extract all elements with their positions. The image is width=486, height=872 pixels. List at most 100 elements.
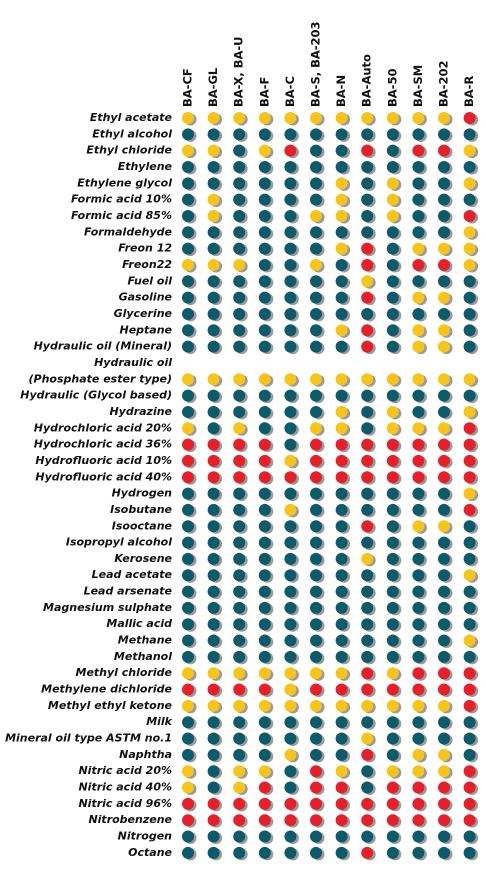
rating-dot bbox=[361, 552, 374, 565]
rating-dot bbox=[438, 683, 450, 696]
rating-dot bbox=[207, 748, 220, 761]
rating-dot bbox=[412, 585, 425, 598]
rating-dot bbox=[207, 732, 220, 745]
row-label: Hydrofluoric acid 10% bbox=[35, 454, 172, 467]
rating-dot bbox=[284, 389, 297, 402]
rating-dot bbox=[412, 716, 425, 729]
rating-dot bbox=[258, 258, 271, 271]
rating-dot bbox=[182, 781, 194, 794]
rating-dot bbox=[438, 520, 450, 533]
rating-dot bbox=[412, 569, 425, 582]
rating-dot bbox=[361, 765, 374, 778]
row-label: Methane bbox=[118, 634, 173, 647]
rating-dot bbox=[438, 569, 450, 582]
rating-dot bbox=[463, 209, 476, 222]
rating-dot bbox=[361, 569, 374, 582]
row-label: Hydraulic oil bbox=[94, 356, 172, 369]
rating-dot bbox=[258, 683, 271, 696]
rating-dot bbox=[258, 324, 271, 337]
rating-dot bbox=[258, 536, 271, 549]
rating-dot bbox=[207, 601, 220, 614]
rating-dot bbox=[284, 748, 297, 761]
rating-dot bbox=[233, 422, 246, 435]
rating-dot bbox=[335, 405, 348, 418]
rating-dot bbox=[207, 520, 220, 533]
rating-dot bbox=[335, 226, 348, 239]
rating-dot bbox=[207, 830, 220, 843]
rating-dot bbox=[258, 585, 271, 598]
rating-dot bbox=[463, 307, 476, 320]
rating-dot bbox=[284, 275, 297, 288]
rating-dot bbox=[233, 846, 246, 859]
rating-dot bbox=[335, 128, 348, 141]
row-label: Nitric acid 40% bbox=[78, 781, 172, 794]
rating-dot bbox=[310, 748, 322, 761]
rating-dot bbox=[182, 160, 194, 173]
rating-dot bbox=[182, 667, 194, 680]
rating-dot bbox=[258, 814, 271, 827]
rating-dot bbox=[258, 275, 271, 288]
rating-dot bbox=[412, 193, 425, 206]
rating-dot bbox=[233, 585, 246, 598]
row-label: Isopropyl alcohol bbox=[66, 536, 172, 549]
rating-dot bbox=[335, 307, 348, 320]
rating-dot bbox=[361, 422, 374, 435]
rating-dot bbox=[233, 324, 246, 337]
rating-dot bbox=[310, 471, 322, 484]
rating-dot bbox=[335, 275, 348, 288]
rating-dot bbox=[438, 846, 450, 859]
rating-dot bbox=[284, 634, 297, 647]
rating-dot bbox=[438, 177, 450, 190]
rating-dot bbox=[412, 454, 425, 467]
rating-dot bbox=[412, 487, 425, 500]
rating-dot bbox=[207, 389, 220, 402]
rating-dot bbox=[258, 732, 271, 745]
column-header: BA-C bbox=[283, 76, 297, 107]
row-label: Milk bbox=[146, 715, 172, 728]
rating-dot bbox=[258, 520, 271, 533]
rating-dot bbox=[438, 650, 450, 663]
rating-dot bbox=[182, 307, 194, 320]
rating-dot bbox=[463, 128, 476, 141]
row-label: Nitric acid 96% bbox=[78, 797, 172, 810]
rating-dot bbox=[207, 683, 220, 696]
rating-dot bbox=[412, 552, 425, 565]
rating-dot bbox=[207, 650, 220, 663]
rating-dot bbox=[182, 258, 194, 271]
rating-dot bbox=[386, 503, 399, 516]
rating-dot bbox=[207, 765, 220, 778]
rating-dot bbox=[310, 112, 322, 124]
rating-dot bbox=[233, 634, 246, 647]
rating-dot bbox=[361, 209, 374, 222]
rating-dot bbox=[463, 144, 476, 157]
rating-dot bbox=[258, 193, 271, 206]
rating-dot bbox=[207, 307, 220, 320]
rating-dot bbox=[207, 618, 220, 631]
rating-dot bbox=[438, 765, 450, 778]
rating-dot bbox=[438, 112, 450, 124]
rating-dot bbox=[412, 781, 425, 794]
rating-dot bbox=[310, 144, 322, 157]
rating-dot bbox=[182, 438, 194, 451]
rating-dot bbox=[258, 128, 271, 141]
rating-dot bbox=[233, 618, 246, 631]
rating-dot bbox=[233, 520, 246, 533]
rating-dot bbox=[463, 340, 476, 353]
rating-dot bbox=[386, 781, 399, 794]
rating-dot bbox=[207, 503, 220, 516]
rating-dot bbox=[361, 275, 374, 288]
rating-dot bbox=[438, 389, 450, 402]
rating-dot bbox=[207, 487, 220, 500]
row-label: Ethylene glycol bbox=[77, 176, 172, 189]
rating-dot bbox=[258, 765, 271, 778]
rating-dot bbox=[412, 846, 425, 859]
rating-dot bbox=[182, 340, 194, 353]
rating-dot bbox=[386, 389, 399, 402]
rating-dot bbox=[310, 405, 322, 418]
rating-dot bbox=[438, 830, 450, 843]
rating-dot bbox=[463, 830, 476, 843]
rating-dot bbox=[361, 389, 374, 402]
rating-dot bbox=[258, 340, 271, 353]
rating-dot bbox=[258, 160, 271, 173]
rating-dot bbox=[412, 258, 425, 271]
